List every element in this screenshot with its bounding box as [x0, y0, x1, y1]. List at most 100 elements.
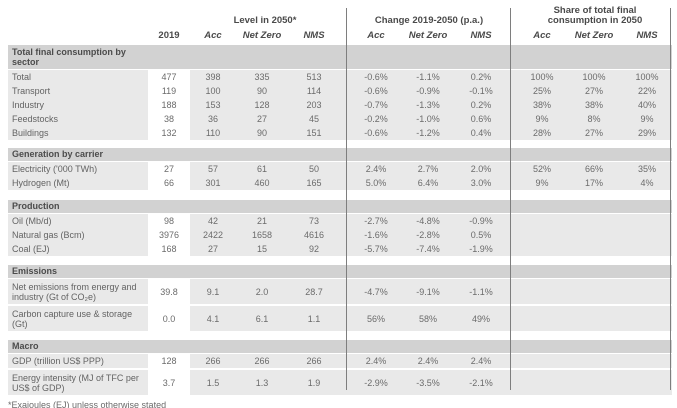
group-title-text: Change 2019-2050 (p.a.) [374, 15, 484, 26]
cell-2019: 128 [148, 354, 190, 368]
cell-level-acc: 110 [205, 128, 221, 138]
row-label: GDP (trillion US$ PPP) [12, 356, 104, 366]
cell-level-nms: 92 [308, 244, 319, 254]
cell-level-netzero: 61 [256, 164, 267, 174]
section-title: Macro [12, 341, 39, 352]
group-title-level-2050: Level in 2050* [190, 15, 340, 26]
cell-2019: 38 [148, 112, 190, 126]
cell-share-acc: 25% [532, 86, 551, 96]
section-header-emissions: Emissions [8, 265, 672, 278]
header-spacer [506, 25, 518, 26]
col-header-share-acc: Acc [533, 29, 551, 41]
cell-change-netzero: -1.0% [416, 114, 440, 124]
group-divider-share [510, 8, 511, 390]
cell-change-nms: -0.9% [469, 216, 493, 226]
header-spacer [8, 25, 148, 26]
cell-level-nms: 73 [308, 216, 319, 226]
cell-change-nms: 0.5% [470, 230, 492, 240]
row-label: Energy intensity (MJ of TFC per US$ of G… [12, 372, 139, 393]
cell-change-netzero: 2.4% [417, 356, 439, 366]
row-label: Industry [12, 100, 45, 110]
cell-change-acc: -0.6% [364, 86, 388, 96]
cell-share-nms: 29% [637, 128, 656, 138]
section-title: Total final consumption by sector [12, 46, 126, 68]
cell-change-netzero: -9.1% [416, 286, 440, 297]
cell-level-nms: 1.9 [307, 377, 321, 388]
table-row-feedstocks: Feedstocks 38 36 27 45 -0.2% -1.0% 0.6% … [8, 112, 672, 126]
cell-level-acc: 153 [205, 100, 221, 110]
cell-share-acc: 52% [532, 164, 551, 174]
table-row-natural-gas: Natural gas (Bcm) 3976 2422 1658 4616 -1… [8, 228, 672, 242]
col-header-change-acc: Acc [367, 29, 385, 41]
cell-change-acc: 2.4% [365, 164, 387, 174]
col-header-level-acc: Acc [204, 29, 222, 41]
row-label: Natural gas (Bcm) [12, 230, 85, 240]
cell-level-netzero: 335 [254, 72, 270, 82]
cell-level-netzero: 266 [254, 356, 270, 366]
section-title: Emissions [12, 266, 58, 277]
cell-change-nms: 2.0% [470, 164, 492, 174]
cell-change-acc: -1.6% [364, 230, 388, 240]
cell-change-acc: -0.6% [364, 128, 388, 138]
group-title-change: Change 2019-2050 (p.a.) [352, 15, 506, 26]
section-header-total-final-consumption: Total final consumption by sector [8, 45, 672, 69]
col-header-level-nms: NMS [303, 29, 325, 41]
cell-change-acc: 5.0% [365, 178, 387, 188]
cell-change-netzero: -1.3% [416, 100, 440, 110]
cell-share-acc: 100% [530, 72, 554, 82]
cell-2019: 0.0 [148, 306, 190, 331]
cell-level-acc: 57 [207, 164, 218, 174]
cell-level-nms: 1.1 [307, 313, 321, 324]
cell-change-netzero: 6.4% [417, 178, 439, 188]
cell-share-nms: 100% [635, 72, 659, 82]
cell-level-netzero: 460 [254, 178, 270, 188]
cell-share-netzero: 17% [584, 178, 603, 188]
cell-2019: 39.8 [148, 279, 190, 304]
cell-change-netzero: -2.8% [416, 230, 440, 240]
header-group-titles: Level in 2050* Change 2019-2050 (p.a.) S… [8, 4, 672, 28]
table-row-oil: Oil (Mb/d) 98 42 21 73 -2.7% -4.8% -0.9% [8, 214, 672, 228]
cell-share-acc: 9% [535, 114, 549, 124]
col-header-share-netzero: Net Zero [574, 29, 614, 41]
cell-level-netzero: 15 [256, 244, 267, 254]
cell-change-nms: 0.2% [470, 100, 492, 110]
cell-change-netzero: 58% [418, 313, 437, 324]
cell-change-nms: -2.1% [469, 377, 493, 388]
table-row-coal: Coal (EJ) 168 27 15 92 -5.7% -7.4% -1.9% [8, 242, 672, 256]
table-row-net-emissions: Net emissions from energy and industry (… [8, 279, 672, 304]
cell-2019: 168 [148, 242, 190, 256]
cell-change-nms: 3.0% [470, 178, 492, 188]
cell-level-nms: 50 [308, 164, 319, 174]
table-right-border [670, 8, 671, 390]
cell-share-acc: 28% [532, 128, 551, 138]
cell-change-nms: -0.1% [469, 86, 493, 96]
cell-level-nms: 28.7 [305, 286, 323, 297]
header-spacer [148, 25, 190, 26]
cell-2019: 27 [148, 162, 190, 176]
cell-share-nms: 22% [637, 86, 656, 96]
cell-share-netzero: 27% [584, 128, 603, 138]
cell-2019: 132 [148, 126, 190, 140]
col-header-change-netzero: Net Zero [408, 29, 448, 41]
cell-share-nms: 4% [640, 178, 654, 188]
cell-level-nms: 151 [306, 128, 322, 138]
cell-level-nms: 513 [306, 72, 322, 82]
table-row-carbon-capture: Carbon capture use & storage (Gt) 0.0 4.… [8, 306, 672, 331]
row-label: Total [12, 72, 32, 82]
cell-level-acc: 1.5 [206, 377, 220, 388]
cell-share-netzero: 66% [584, 164, 603, 174]
table-row-gdp: GDP (trillion US$ PPP) 128 266 266 266 2… [8, 354, 672, 368]
cell-level-acc: 266 [205, 356, 221, 366]
cell-level-acc: 9.1 [206, 286, 220, 297]
cell-share-acc: 9% [535, 178, 549, 188]
cell-share-acc: 38% [532, 100, 551, 110]
cell-change-netzero: -1.1% [416, 72, 440, 82]
cell-change-nms: 2.4% [470, 356, 492, 366]
row-label: Net emissions from energy and industry (… [12, 281, 137, 302]
cell-2019: 3.7 [148, 370, 190, 395]
table-row-hydrogen: Hydrogen (Mt) 66 301 460 165 5.0% 6.4% 3… [8, 176, 672, 190]
cell-level-nms: 203 [306, 100, 322, 110]
cell-2019: 3976 [148, 228, 190, 242]
cell-share-nms: 35% [637, 164, 656, 174]
